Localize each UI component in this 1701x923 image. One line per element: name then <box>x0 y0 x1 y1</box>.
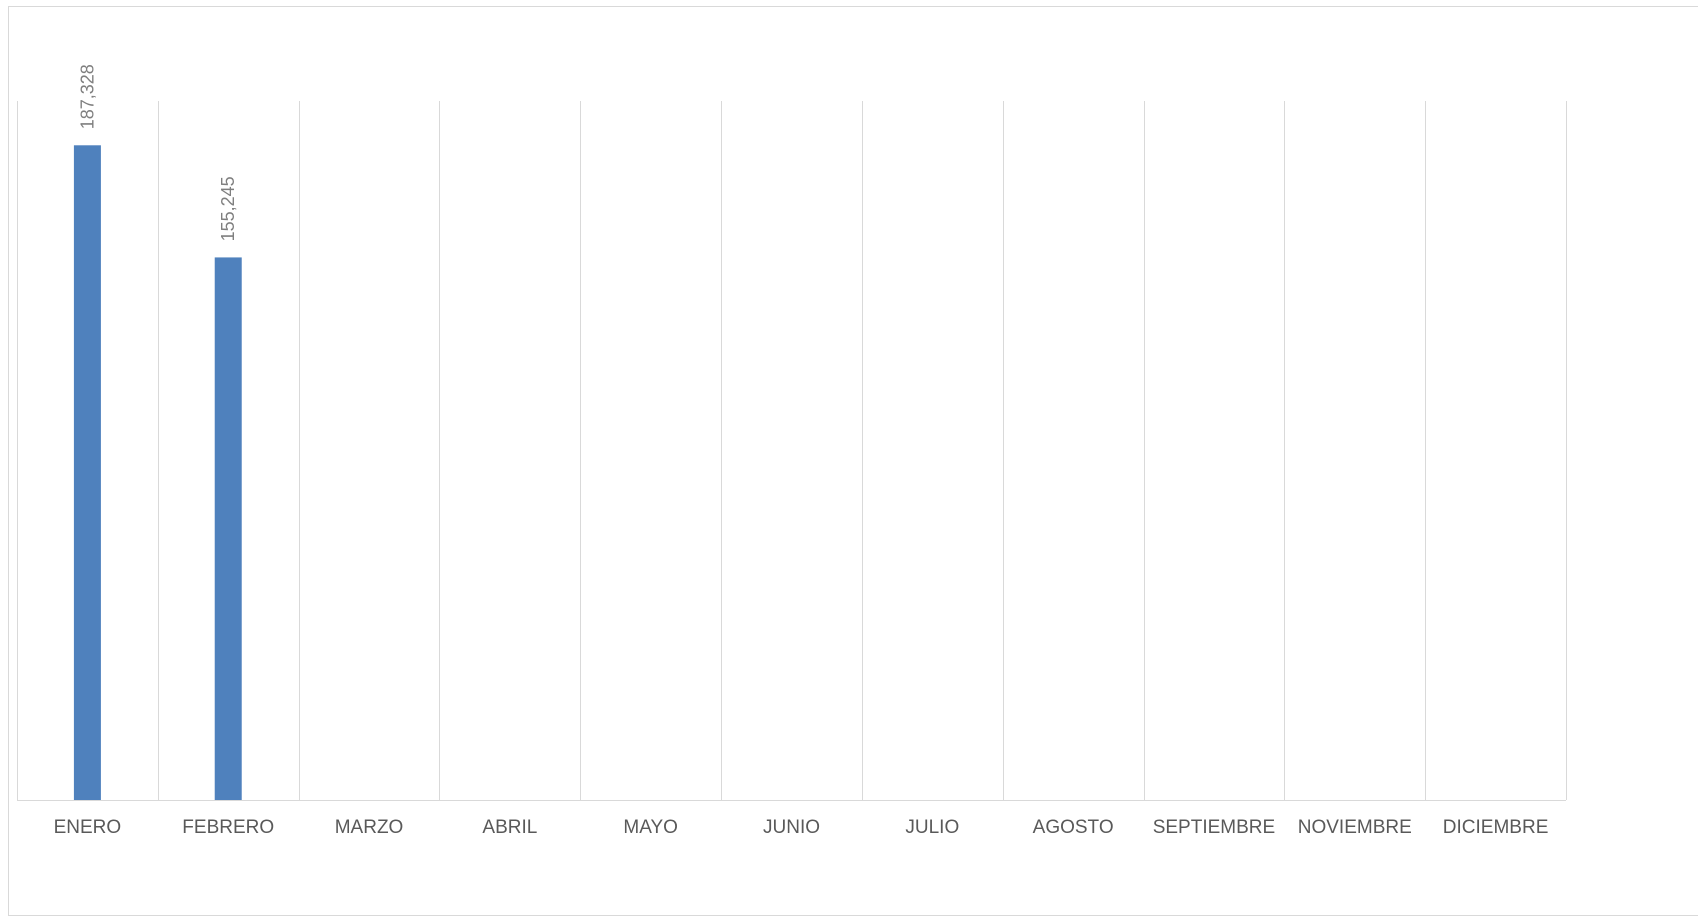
category-axis: ENERO FEBRERO MARZO ABRIL MAYO JUNIO JULIO AGOS… <box>17 800 1566 838</box>
data-label: 187,328 <box>77 64 97 129</box>
chart-frame <box>8 6 1698 916</box>
category-label: DICIEMBRE <box>1443 817 1549 838</box>
data-label: 155,245 <box>218 176 238 241</box>
category-label: ABRIL <box>482 817 537 838</box>
category-label: NOVIEMBRE <box>1298 817 1412 838</box>
gridlines <box>17 101 1567 800</box>
category-label: SEPTIEMBRE <box>1153 817 1275 838</box>
bar <box>214 257 242 801</box>
bar <box>73 145 101 800</box>
category-label: ENERO <box>54 817 122 838</box>
category-label: MAYO <box>623 817 678 838</box>
category-label: AGOSTO <box>1033 817 1114 838</box>
category-label: JULIO <box>905 817 959 838</box>
bars <box>73 145 242 801</box>
category-label: JUNIO <box>763 817 820 838</box>
category-label: MARZO <box>335 817 404 838</box>
category-label: FEBRERO <box>182 817 274 838</box>
data-labels: 187,328 155,245 <box>77 64 238 241</box>
